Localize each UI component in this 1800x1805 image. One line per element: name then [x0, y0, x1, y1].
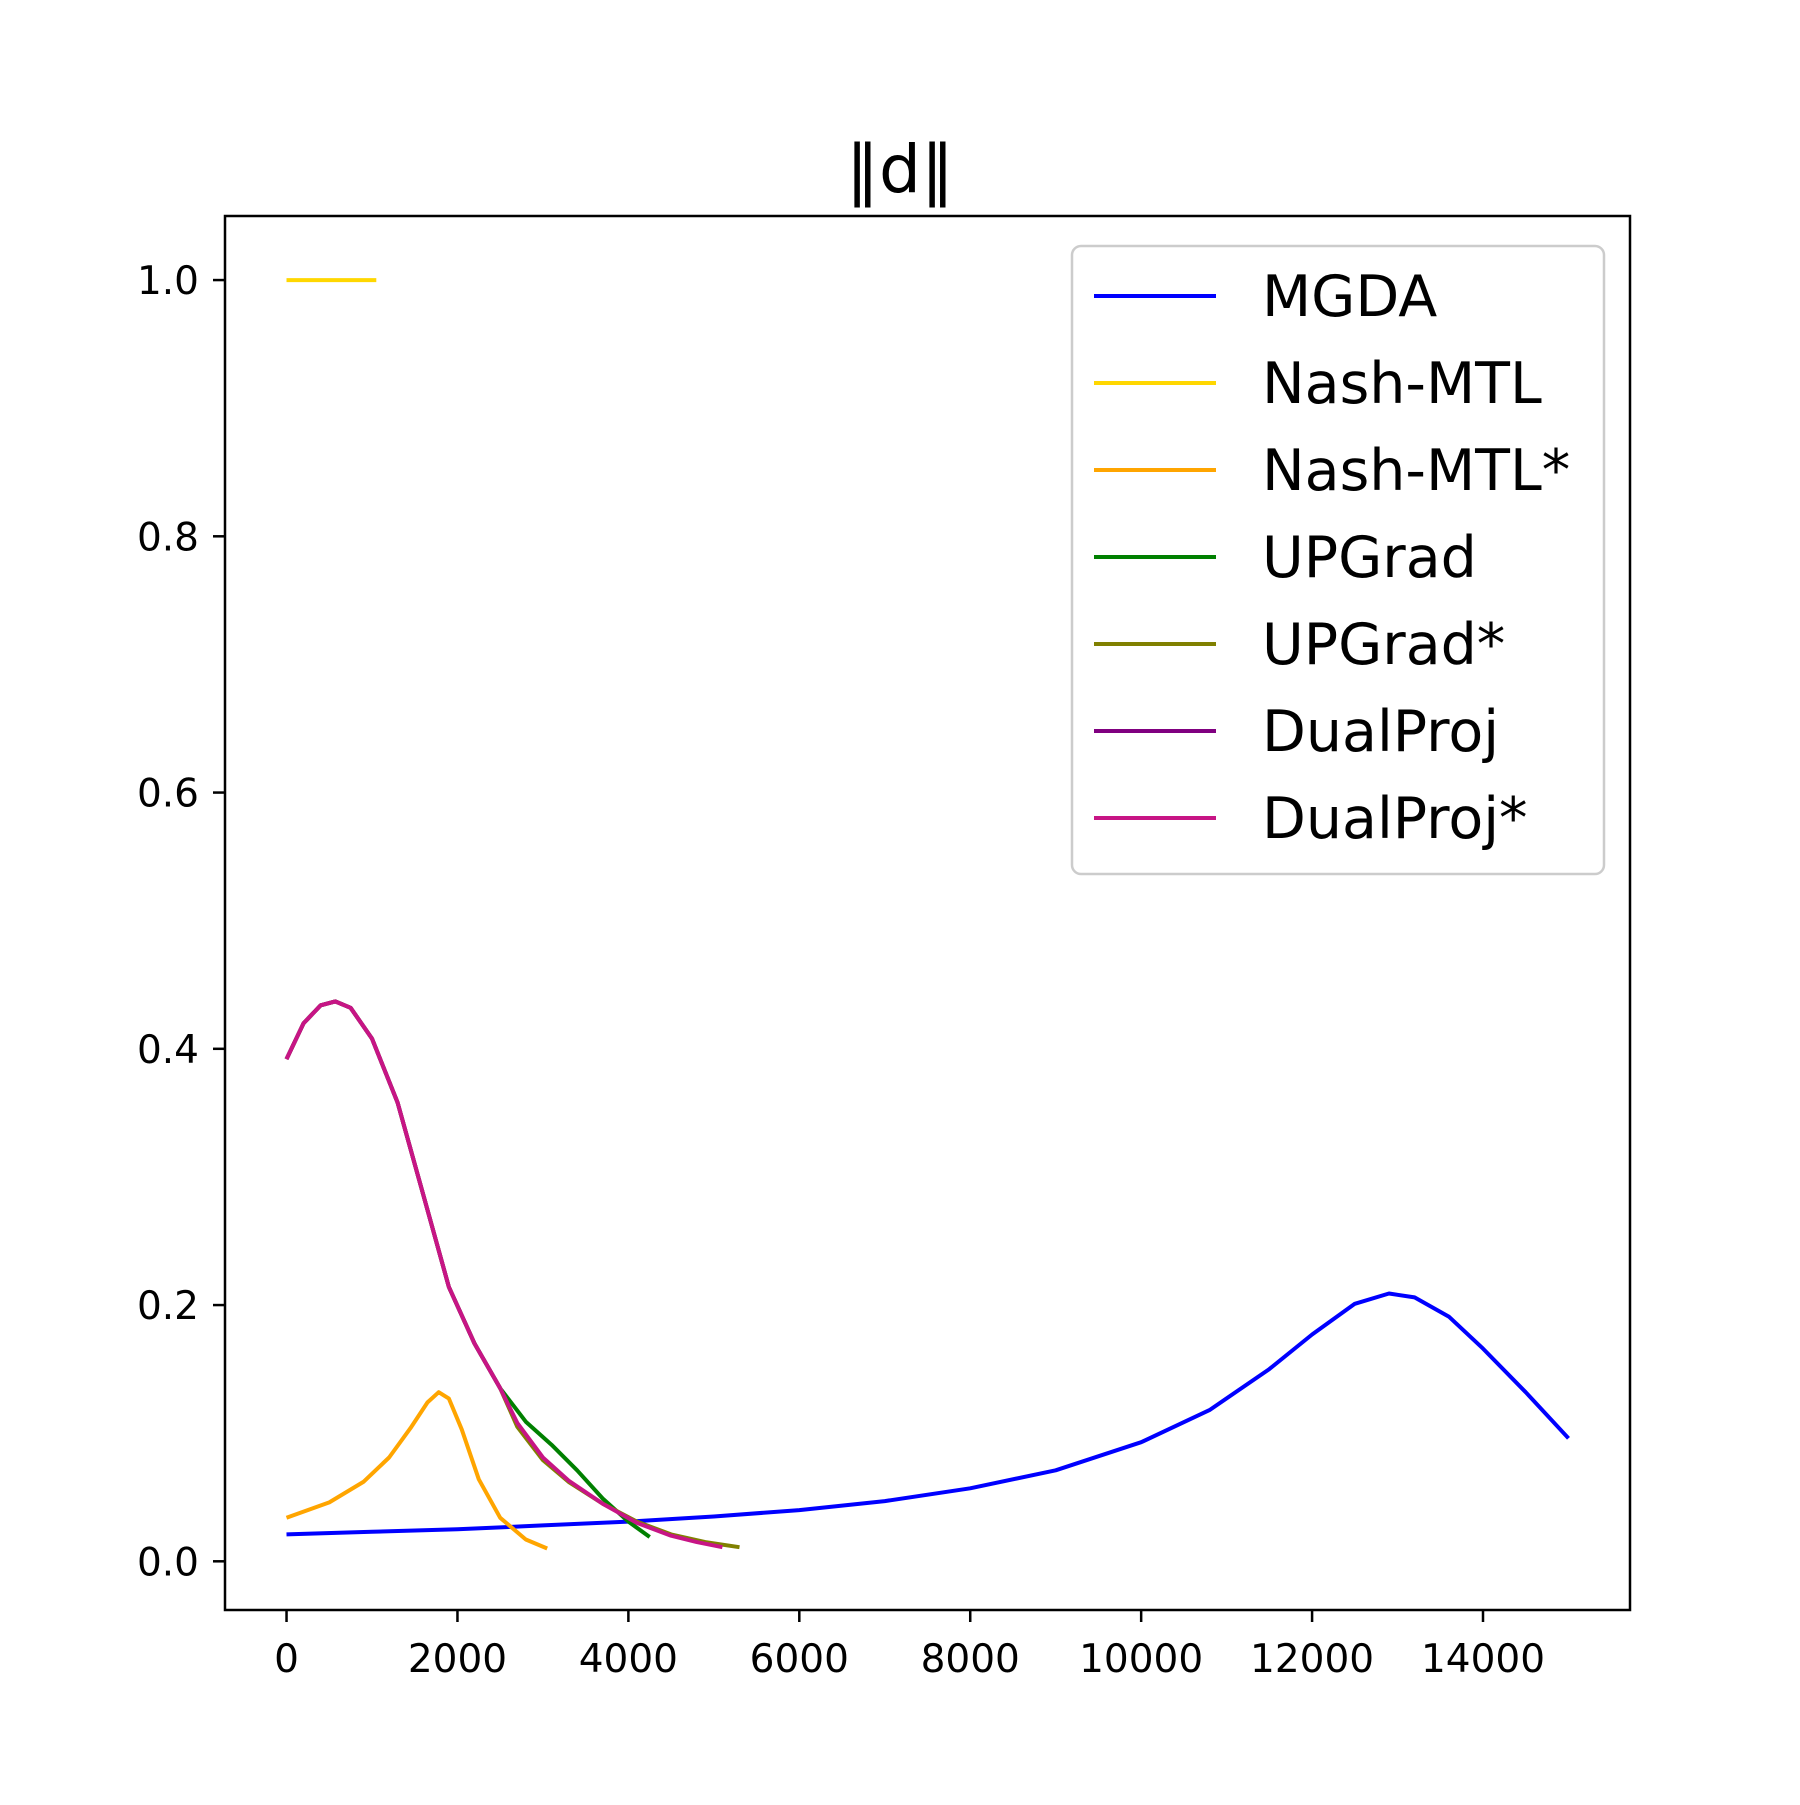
legend-label: Nash-MTL: [1262, 351, 1542, 417]
y-tick-label: 0.8: [137, 515, 199, 560]
legend-label: DualProj*: [1262, 786, 1528, 852]
x-tick-label: 8000: [921, 1637, 1020, 1682]
x-tick-label: 14000: [1421, 1637, 1545, 1682]
x-tick-label: 10000: [1079, 1637, 1203, 1682]
series-line-mgda: [286, 1291, 1570, 1537]
x-tick-label: 6000: [750, 1637, 849, 1682]
legend-label: Nash-MTL*: [1262, 438, 1570, 504]
series-line-nash-mtl-star: [285, 1390, 548, 1551]
series-layer: [284, 278, 1570, 1551]
legend-box: [1070, 244, 1606, 876]
series-line-dualproj-star: [284, 999, 723, 1550]
legend-label: MGDA: [1262, 264, 1437, 330]
y-tick-label: 0.6: [137, 772, 199, 817]
legend-label: UPGrad*: [1262, 612, 1505, 678]
x-axis: 0 2000 4000 6000 8000 10000 12000 14000: [274, 1610, 1545, 1682]
x-tick-label: 4000: [579, 1637, 678, 1682]
y-tick-label: 0.2: [137, 1284, 199, 1329]
y-tick-label: 0.0: [137, 1540, 199, 1585]
series-line-upgrad-star: [284, 999, 740, 1550]
legend-label: UPGrad: [1262, 525, 1477, 591]
x-tick-label: 0: [274, 1637, 299, 1682]
y-tick-label: 0.4: [137, 1028, 199, 1073]
x-tick-label: 12000: [1250, 1637, 1374, 1682]
plot-frame: [223, 214, 1632, 1612]
legend-label: DualProj: [1262, 699, 1499, 765]
y-tick-label: 1.0: [137, 259, 199, 304]
y-axis: 0.0 0.2 0.4 0.6 0.8 1.0: [137, 259, 225, 1585]
series-line-upgrad: [284, 999, 651, 1539]
legend: MGDA Nash-MTL Nash-MTL* UPGrad UPGrad* DualPr…: [1070, 244, 1606, 876]
x-tick-label: 2000: [408, 1637, 507, 1682]
chart-title: ‖d‖: [846, 131, 954, 208]
